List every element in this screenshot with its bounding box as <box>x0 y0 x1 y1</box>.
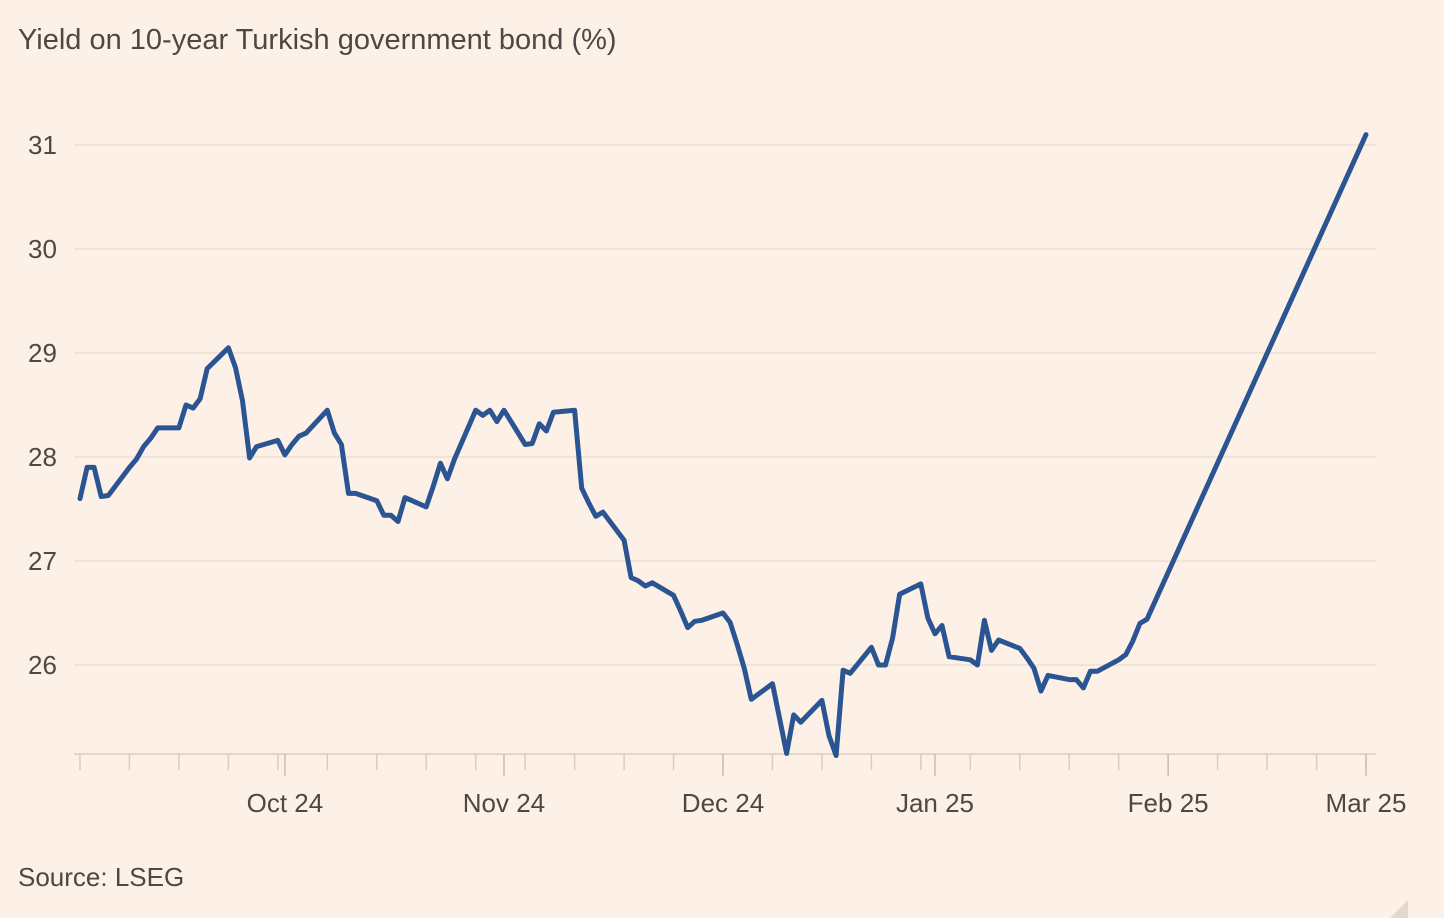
y-axis-labels: 26 27 28 29 30 31 <box>28 130 57 680</box>
corner-mark <box>1390 900 1408 918</box>
series-line-0 <box>77 132 1369 758</box>
series-layer <box>77 132 1369 758</box>
x-tick-label-jan-25: Jan 25 <box>896 788 974 818</box>
y-tick-label-27: 27 <box>28 546 57 576</box>
y-tick-label-30: 30 <box>28 234 57 264</box>
y-tick-label-28: 28 <box>28 442 57 472</box>
x-tick-label-dec-24: Dec 24 <box>682 788 764 818</box>
gridlines <box>74 144 1376 666</box>
x-tick-label-oct-24: Oct 24 <box>247 788 324 818</box>
x-tick-label-nov-24: Nov 24 <box>463 788 545 818</box>
x-axis <box>74 753 1376 776</box>
x-axis-labels: Oct 24 Nov 24 Dec 24 Jan 25 Feb 25 Mar 25 <box>247 788 1407 818</box>
x-tick-label-feb-25: Feb 25 <box>1128 788 1209 818</box>
source-note: Source: LSEG <box>18 862 185 892</box>
y-tick-label-31: 31 <box>28 130 57 160</box>
chart-title: Yield on 10-year Turkish government bond… <box>18 24 617 56</box>
y-tick-label-29: 29 <box>28 338 57 368</box>
y-tick-label-26: 26 <box>28 650 57 680</box>
x-tick-label-mar-25: Mar 25 <box>1326 788 1407 818</box>
